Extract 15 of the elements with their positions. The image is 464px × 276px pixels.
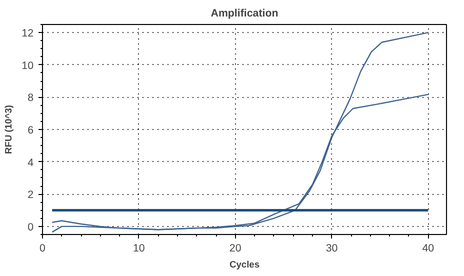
y-axis-title: RFU (10^3) (4, 104, 14, 154)
chart-title: Amplification (210, 8, 278, 20)
x-tick-label: 30 (326, 242, 338, 254)
x-tick-label: 40 (422, 242, 434, 254)
y-tick-label: 4 (28, 156, 34, 169)
y-tick-label: 12 (22, 28, 34, 40)
x-tick-label: 10 (132, 242, 145, 254)
y-tick-label: 6 (28, 124, 34, 136)
x-axis-title: Cycles (229, 260, 260, 270)
y-tick-label: 2 (28, 189, 34, 202)
y-tick-label: 0 (28, 221, 34, 234)
x-tick-label: 0 (40, 242, 46, 254)
y-tick-label: 8 (28, 92, 34, 104)
x-tick-label: 20 (229, 242, 242, 254)
y-tick-label: 10 (22, 60, 34, 72)
